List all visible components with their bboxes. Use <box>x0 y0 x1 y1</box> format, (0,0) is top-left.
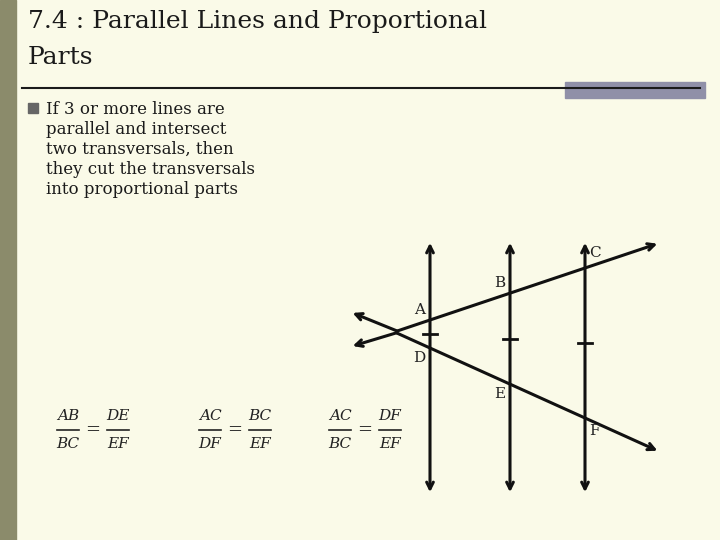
Text: EF: EF <box>107 437 129 451</box>
Text: EF: EF <box>379 437 401 451</box>
Text: BC: BC <box>56 437 80 451</box>
Text: A: A <box>414 303 425 317</box>
Text: E: E <box>494 387 505 401</box>
Text: If 3 or more lines are: If 3 or more lines are <box>46 101 225 118</box>
Text: C: C <box>589 246 600 260</box>
Text: EF: EF <box>249 437 271 451</box>
Text: =: = <box>228 421 243 439</box>
Bar <box>0 0 16 540</box>
Text: into proportional parts: into proportional parts <box>46 181 238 198</box>
Text: AB: AB <box>57 409 79 423</box>
Text: parallel and intersect: parallel and intersect <box>46 121 226 138</box>
Text: AC: AC <box>199 409 221 423</box>
Text: Parts: Parts <box>28 46 94 69</box>
Text: BC: BC <box>248 409 271 423</box>
Text: AC: AC <box>329 409 351 423</box>
Text: B: B <box>494 276 505 290</box>
Text: BC: BC <box>328 437 351 451</box>
Bar <box>565 82 705 98</box>
Text: DF: DF <box>199 437 222 451</box>
Bar <box>28 103 38 113</box>
Text: =: = <box>358 421 372 439</box>
Text: =: = <box>86 421 101 439</box>
Text: they cut the transversals: they cut the transversals <box>46 161 255 178</box>
Text: DE: DE <box>107 409 130 423</box>
Text: DF: DF <box>379 409 402 423</box>
Text: D: D <box>413 351 425 365</box>
Text: F: F <box>589 424 600 438</box>
Text: 7.4 : Parallel Lines and Proportional: 7.4 : Parallel Lines and Proportional <box>28 10 487 33</box>
Text: two transversals, then: two transversals, then <box>46 141 233 158</box>
